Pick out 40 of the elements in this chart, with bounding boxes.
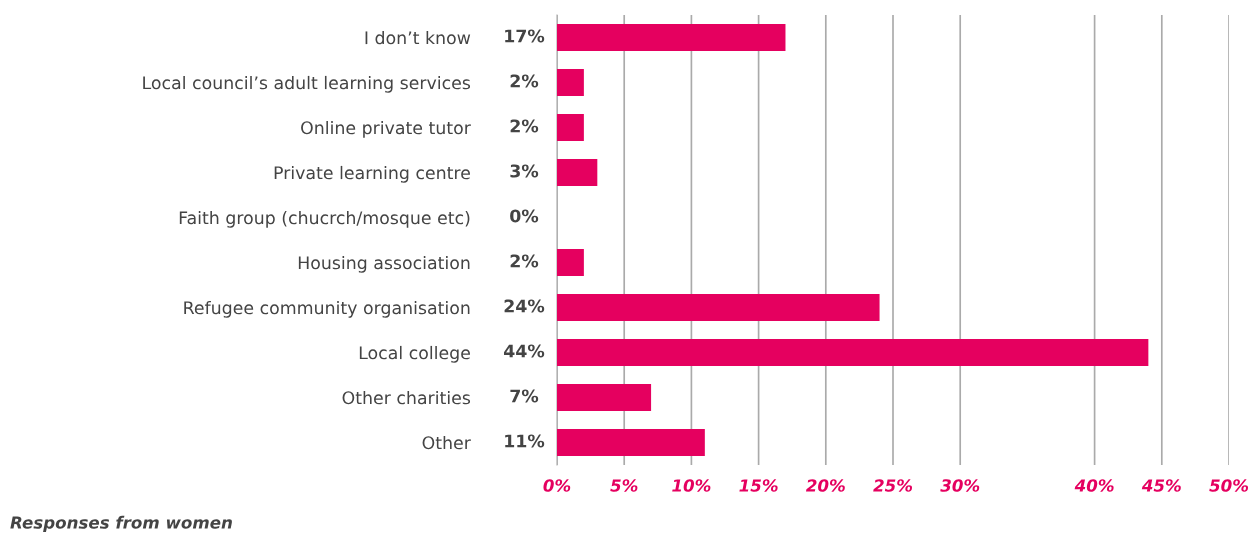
data-label: 2%: [510, 74, 539, 88]
y-tick-label: Refugee community organisation: [184, 300, 470, 318]
data-label: 2%: [510, 254, 539, 268]
bar: [557, 69, 584, 96]
data-label: 2%: [510, 119, 539, 133]
data-label: 11%: [505, 434, 545, 448]
bar: [557, 429, 705, 456]
text: Responses from women: [10, 515, 232, 532]
bar: [557, 294, 880, 321]
bar: [557, 24, 786, 51]
x-tick-label: 5%: [610, 479, 638, 492]
data-label: 7%: [510, 389, 539, 403]
x-tick-label: 50%: [1209, 479, 1249, 492]
x-tick-label: 25%: [873, 479, 913, 492]
y-tick-label: I don’t know: [365, 30, 471, 45]
y-tick-label: Other: [422, 435, 471, 450]
x-tick-label: 40%: [1074, 479, 1114, 492]
data-label: 24%: [504, 299, 545, 313]
bar: [557, 114, 584, 141]
x-tick-label: 20%: [805, 479, 845, 492]
y-tick-label: Local college: [359, 345, 470, 363]
x-tick-label: 45%: [1141, 479, 1181, 492]
bar: [557, 249, 584, 276]
y-tick-label: Faith group (chucrch/mosque etc): [179, 210, 470, 228]
x-tick-label: 30%: [940, 479, 980, 492]
x-tick-label: 15%: [739, 479, 778, 492]
bar: [557, 159, 598, 186]
data-label: 17%: [505, 29, 545, 43]
y-tick-label: Local council’s adult learning services: [143, 75, 471, 93]
data-label: 3%: [510, 164, 539, 178]
x-tick-label: 10%: [672, 479, 711, 492]
y-tick-label: Online private tutor: [301, 120, 471, 138]
y-tick-label: Private learning centre: [274, 165, 470, 183]
y-tick-label: Housing association: [298, 255, 470, 273]
data-label: 44%: [504, 344, 545, 358]
bar: [557, 384, 652, 411]
x-tick-label: 0%: [543, 479, 571, 492]
data-label: 0%: [510, 209, 539, 223]
bar: [557, 339, 1149, 366]
y-tick-label: Other charities: [342, 390, 471, 405]
